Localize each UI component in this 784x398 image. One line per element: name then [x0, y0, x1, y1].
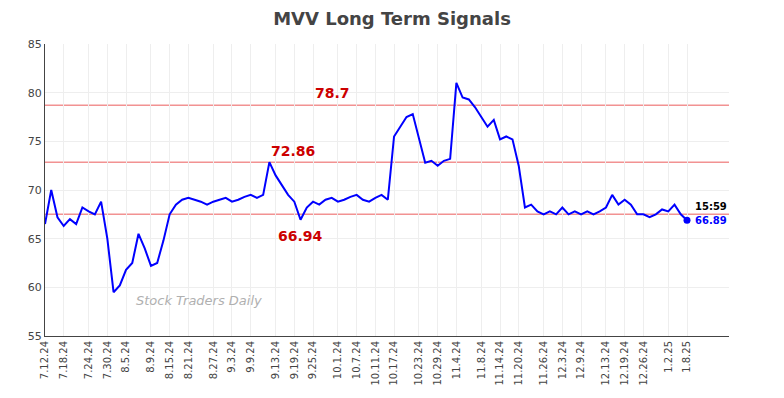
svg-text:78.7: 78.7	[315, 85, 350, 101]
svg-text:9.19.24: 9.19.24	[289, 341, 300, 379]
svg-text:85: 85	[28, 38, 42, 51]
svg-text:10.11.24: 10.11.24	[370, 341, 381, 386]
svg-text:11.4.24: 11.4.24	[451, 341, 462, 379]
svg-text:55: 55	[28, 330, 42, 343]
svg-text:8.15.24: 8.15.24	[164, 341, 175, 379]
svg-text:65: 65	[28, 233, 42, 246]
svg-text:75: 75	[28, 135, 42, 148]
svg-text:MVV Long Term Signals: MVV Long Term Signals	[273, 8, 511, 29]
svg-text:66.89: 66.89	[695, 215, 727, 226]
svg-text:9.3.24: 9.3.24	[226, 341, 237, 373]
svg-text:8.5.24: 8.5.24	[120, 341, 131, 373]
svg-text:66.94: 66.94	[278, 228, 323, 244]
svg-text:12.19.24: 12.19.24	[619, 341, 630, 386]
svg-text:11.20.24: 11.20.24	[513, 341, 524, 386]
svg-text:1.8.25: 1.8.25	[681, 341, 692, 373]
svg-text:9.9.24: 9.9.24	[245, 341, 256, 373]
svg-text:72.86: 72.86	[271, 143, 315, 159]
svg-text:8.21.24: 8.21.24	[183, 341, 194, 379]
svg-text:10.29.24: 10.29.24	[432, 341, 443, 386]
svg-text:15:59: 15:59	[695, 201, 727, 212]
svg-text:10.17.24: 10.17.24	[388, 341, 399, 386]
svg-text:7.12.24: 7.12.24	[39, 341, 50, 379]
svg-text:7.24.24: 7.24.24	[83, 341, 94, 379]
svg-text:12.3.24: 12.3.24	[557, 341, 568, 379]
svg-text:80: 80	[28, 87, 42, 100]
svg-text:10.7.24: 10.7.24	[351, 341, 362, 379]
svg-text:7.30.24: 7.30.24	[102, 341, 113, 379]
svg-text:12.26.24: 12.26.24	[638, 341, 649, 386]
svg-text:Stock Traders Daily: Stock Traders Daily	[136, 293, 262, 308]
svg-text:11.26.24: 11.26.24	[538, 341, 549, 386]
svg-text:10.1.24: 10.1.24	[332, 341, 343, 379]
svg-text:12.13.24: 12.13.24	[600, 341, 611, 386]
svg-text:8.27.24: 8.27.24	[208, 341, 219, 379]
svg-text:12.9.24: 12.9.24	[575, 341, 586, 379]
svg-text:70: 70	[28, 184, 42, 197]
svg-text:7.18.24: 7.18.24	[58, 341, 69, 379]
svg-text:60: 60	[28, 281, 42, 294]
svg-text:10.23.24: 10.23.24	[413, 341, 424, 386]
svg-text:9.25.24: 9.25.24	[307, 341, 318, 379]
svg-text:1.2.25: 1.2.25	[663, 341, 674, 373]
svg-text:11.14.24: 11.14.24	[494, 341, 505, 386]
svg-text:9.13.24: 9.13.24	[270, 341, 281, 379]
svg-text:11.8.24: 11.8.24	[476, 341, 487, 379]
svg-text:8.9.24: 8.9.24	[145, 341, 156, 373]
